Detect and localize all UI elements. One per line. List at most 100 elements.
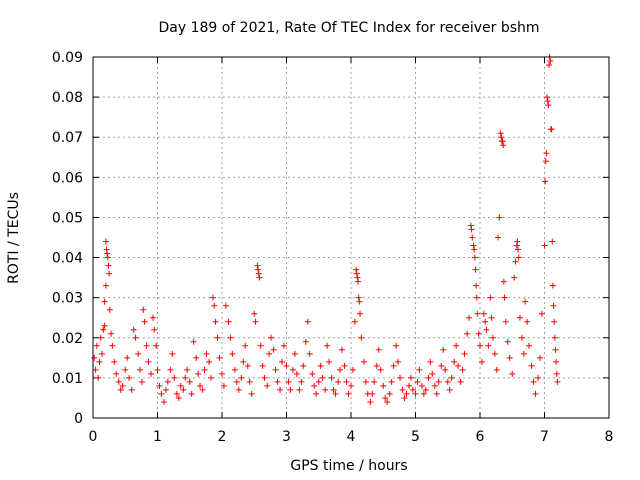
data-point [403, 390, 410, 397]
y-tick-label: 0.08 [52, 90, 83, 106]
data-point [280, 342, 287, 349]
data-point [130, 326, 137, 333]
data-point [504, 338, 511, 345]
data-point [175, 394, 182, 401]
data-point [100, 326, 107, 333]
data-point [448, 374, 455, 381]
data-point [489, 334, 496, 341]
data-point [233, 378, 240, 385]
data-point [104, 250, 111, 257]
data-point [548, 126, 555, 133]
data-point [317, 362, 324, 369]
y-tick-label: 0.06 [52, 170, 83, 186]
data-point [477, 342, 483, 349]
data-point [501, 294, 508, 301]
data-point [522, 298, 529, 305]
data-point [126, 374, 133, 381]
data-point [455, 362, 462, 369]
data-point [544, 94, 551, 101]
data-point [219, 370, 225, 377]
data-point [91, 354, 98, 361]
x-axis-label: GPS time / hours [290, 458, 407, 474]
data-point [108, 330, 115, 337]
data-point [512, 258, 519, 265]
data-point [212, 318, 219, 325]
data-point [514, 238, 521, 245]
data-point [214, 334, 221, 341]
data-point [552, 346, 559, 353]
data-point [542, 178, 549, 185]
data-point [104, 254, 111, 261]
data-point [328, 374, 335, 381]
y-axis-label: ROTI / TECUs [6, 192, 22, 284]
data-point [255, 266, 262, 273]
data-point [220, 382, 227, 389]
data-point [208, 374, 215, 381]
data-point [235, 386, 242, 393]
data-point [355, 294, 362, 301]
data-point [431, 382, 438, 389]
data-point [377, 366, 384, 373]
data-point [373, 362, 380, 369]
data-point [211, 302, 218, 309]
y-tick-label: 0.03 [52, 291, 83, 307]
data-point [535, 374, 542, 381]
data-point [182, 374, 189, 381]
data-point [306, 350, 313, 357]
data-point [99, 350, 106, 357]
data-point [304, 318, 311, 325]
data-point [154, 366, 161, 373]
data-point [549, 238, 556, 245]
data-point [259, 362, 266, 369]
data-point [106, 270, 113, 277]
data-point [145, 358, 152, 365]
data-point [264, 382, 271, 389]
data-point [261, 374, 268, 381]
data-point [102, 238, 109, 245]
data-point [291, 350, 298, 357]
data-point [216, 354, 223, 361]
data-point [246, 378, 253, 385]
data-point [169, 350, 176, 357]
data-point [128, 386, 135, 393]
data-point [543, 150, 550, 157]
data-point [425, 374, 432, 381]
data-point [101, 322, 108, 329]
data-point [343, 378, 350, 385]
data-point [500, 278, 507, 285]
data-point [195, 370, 202, 377]
data-point [550, 302, 557, 309]
data-point [553, 370, 560, 377]
data-point [545, 102, 552, 109]
data-point [231, 366, 238, 373]
data-point [309, 370, 316, 377]
data-point [354, 274, 361, 281]
data-point [141, 318, 148, 325]
data-point [395, 358, 402, 365]
data-point [357, 310, 364, 317]
data-point [466, 314, 473, 321]
plot-frame [92, 56, 610, 419]
y-tick-labels: 0 0.01 0.02 0.03 0.04 0.05 0.06 0.07 0.08 0.09 [52, 50, 83, 427]
data-point [115, 378, 122, 385]
data-point [225, 318, 232, 325]
data-point [427, 358, 434, 365]
data-point [506, 354, 513, 361]
data-point [222, 302, 229, 309]
data-point [105, 262, 112, 269]
data-point [371, 378, 378, 385]
data-point [227, 334, 234, 341]
data-point [433, 390, 440, 397]
data-point [95, 374, 102, 381]
data-point [153, 342, 160, 349]
data-point [156, 382, 163, 389]
data-point [495, 234, 502, 241]
data-point [469, 234, 476, 241]
data-point [547, 58, 554, 65]
data-point [478, 358, 485, 365]
data-point [348, 382, 354, 389]
data-point [406, 382, 413, 389]
data-point [536, 354, 543, 361]
data-point [158, 390, 165, 397]
data-point [353, 266, 360, 273]
